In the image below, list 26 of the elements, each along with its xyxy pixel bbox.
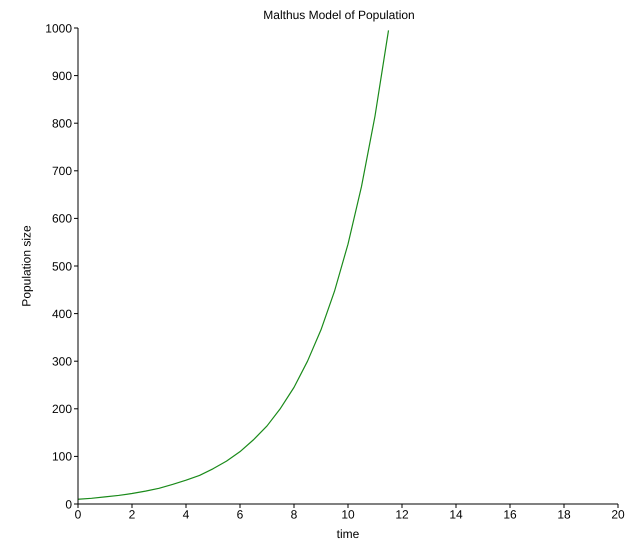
y-tick-label: 800 xyxy=(52,116,72,130)
x-tick-label: 16 xyxy=(503,508,517,522)
y-tick-label: 200 xyxy=(52,402,72,416)
y-tick-label: 0 xyxy=(65,497,72,512)
x-axis-title: time xyxy=(336,527,360,541)
y-tick-label: 600 xyxy=(52,212,72,226)
y-tick-label: 900 xyxy=(52,68,72,83)
line-series xyxy=(78,30,390,500)
y-tick-label: 700 xyxy=(52,164,72,178)
y-axis-title: Population size xyxy=(19,224,34,307)
x-tick-label: 12 xyxy=(395,508,409,522)
x-tick-label: 20 xyxy=(611,508,625,522)
x-tick-label: 8 xyxy=(290,508,298,522)
y-tick-label: 100 xyxy=(52,450,72,464)
x-tick-label: 18 xyxy=(557,508,571,522)
x-tick-label: 14 xyxy=(449,508,463,522)
x-tick-label: 10 xyxy=(341,508,355,522)
x-tick-label: 0 xyxy=(74,508,82,522)
x-tick-label: 4 xyxy=(182,508,190,522)
x-tick-label: 6 xyxy=(236,508,244,522)
y-tick-label: 400 xyxy=(52,306,72,321)
y-tick-label: 300 xyxy=(52,354,72,368)
chart-title: Malthus Model of Population xyxy=(262,8,416,22)
x-tick-label: 2 xyxy=(128,508,136,522)
y-tick-label: 1000 xyxy=(45,21,72,36)
y-tick-label: 500 xyxy=(52,259,72,274)
